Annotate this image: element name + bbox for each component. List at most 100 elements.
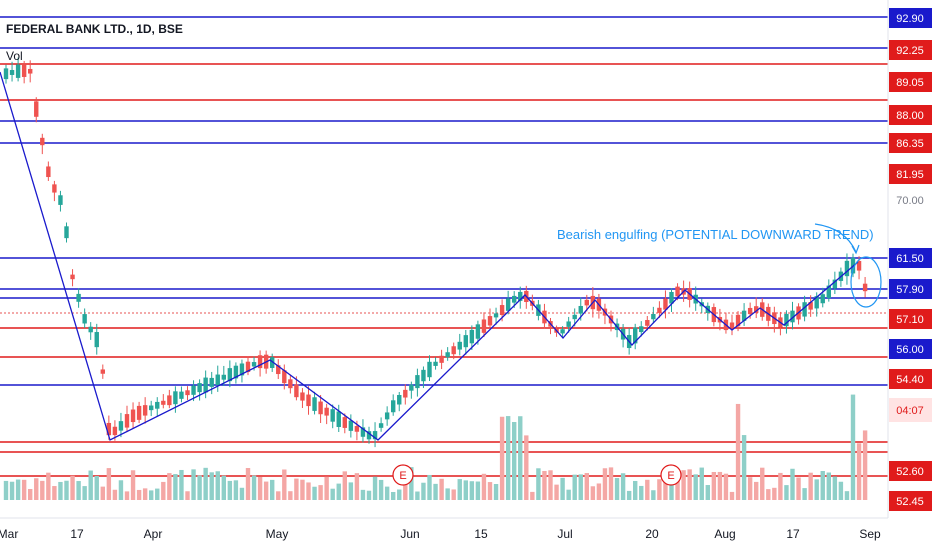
volume-bar xyxy=(9,481,15,500)
volume-bar xyxy=(354,473,360,500)
volume-bar xyxy=(245,468,251,500)
price-label: 89.05 xyxy=(896,77,924,89)
candle-body xyxy=(802,302,807,317)
candle-body xyxy=(294,384,299,398)
candle-body xyxy=(463,335,468,348)
volume-bar xyxy=(46,472,51,500)
candle-body xyxy=(469,329,475,344)
candle-body xyxy=(372,431,378,440)
volume-bars xyxy=(3,394,868,500)
volume-bar xyxy=(560,477,565,500)
candle-body xyxy=(70,274,75,280)
candle-body xyxy=(185,390,190,396)
candle-body xyxy=(161,400,166,405)
candle-body xyxy=(191,385,196,395)
volume-bar xyxy=(512,422,517,500)
candle-body xyxy=(136,405,142,420)
volume-bar xyxy=(257,477,263,500)
price-label-box xyxy=(889,339,932,359)
volume-bar xyxy=(21,479,27,500)
volume-bar xyxy=(705,485,710,500)
volume-bar xyxy=(360,489,366,500)
candle-body xyxy=(487,316,493,326)
volume-bar xyxy=(754,481,759,500)
volume-bar xyxy=(772,487,777,500)
volume-bar xyxy=(796,477,801,500)
volume-bar xyxy=(717,471,723,500)
candle-body xyxy=(330,409,335,422)
volume-bar xyxy=(790,468,795,500)
candle-body xyxy=(88,326,93,333)
volume-bar xyxy=(633,480,638,500)
volume-bar xyxy=(52,486,57,500)
volume-bar xyxy=(384,486,390,500)
annotation-arrowhead xyxy=(851,244,860,255)
volume-bar xyxy=(457,479,462,500)
volume-bar xyxy=(167,473,172,500)
candle-body xyxy=(251,362,257,367)
candle-body xyxy=(451,346,456,355)
volume-bar xyxy=(645,479,650,500)
volume-bar xyxy=(209,472,214,500)
candle-body xyxy=(729,322,735,329)
volume-bar xyxy=(820,471,825,500)
volume-bar xyxy=(626,490,632,500)
annotation-ellipse xyxy=(850,256,882,308)
candle-body xyxy=(46,166,51,178)
volume-bar xyxy=(312,486,317,500)
volume-bar xyxy=(518,416,523,500)
time-axis: Mar 17 Apr May Jun 15 Jul 20 Aug 17 Sep xyxy=(0,527,881,541)
price-label-box xyxy=(889,461,932,481)
price-label: 52.60 xyxy=(896,466,924,478)
volume-bar xyxy=(590,486,596,500)
candle-body xyxy=(832,279,838,289)
candle-body xyxy=(270,357,275,368)
candle-body xyxy=(9,70,15,75)
volume-bar xyxy=(197,475,202,500)
candle-body xyxy=(499,305,505,316)
x-tick-label: May xyxy=(266,527,289,541)
candle-body xyxy=(149,405,154,411)
volume-bar xyxy=(572,474,577,500)
price-label: 81.95 xyxy=(896,169,924,181)
candle-body xyxy=(76,293,81,302)
price-label-box xyxy=(889,279,932,299)
candle-body xyxy=(639,326,644,333)
candles xyxy=(3,57,868,448)
candle-body xyxy=(82,314,87,324)
earnings-marker-circle xyxy=(392,464,414,486)
x-tick-label: Jun xyxy=(400,527,419,541)
price-label: 54.40 xyxy=(896,374,924,386)
volume-bar xyxy=(747,477,753,500)
volume-bar xyxy=(584,473,589,500)
volume-bar xyxy=(741,435,747,500)
volume-bar xyxy=(451,489,456,500)
volume-bar xyxy=(330,488,335,500)
volume-bar xyxy=(832,476,838,500)
volume-bar xyxy=(723,473,729,500)
candle-body xyxy=(336,411,341,427)
candle-body xyxy=(245,361,251,373)
x-tick-label: 15 xyxy=(474,527,488,541)
volume-bar xyxy=(766,489,771,500)
volume-bar xyxy=(300,479,305,500)
price-label: 88.00 xyxy=(896,110,924,122)
candle-body xyxy=(155,401,160,409)
volume-bar xyxy=(657,479,662,500)
volume-bar xyxy=(288,491,293,500)
volume-bar xyxy=(203,467,208,500)
volume-bar xyxy=(729,491,735,500)
volume-bar xyxy=(397,489,402,500)
candle-body xyxy=(584,299,589,306)
volume-bar xyxy=(58,481,63,500)
volume-bar xyxy=(64,480,69,500)
candle-body xyxy=(173,391,178,405)
volume-bar xyxy=(493,484,499,500)
volume-bar xyxy=(838,481,844,500)
volume-bar xyxy=(173,474,178,500)
volume-bar xyxy=(348,482,354,500)
candle-body xyxy=(862,283,868,292)
